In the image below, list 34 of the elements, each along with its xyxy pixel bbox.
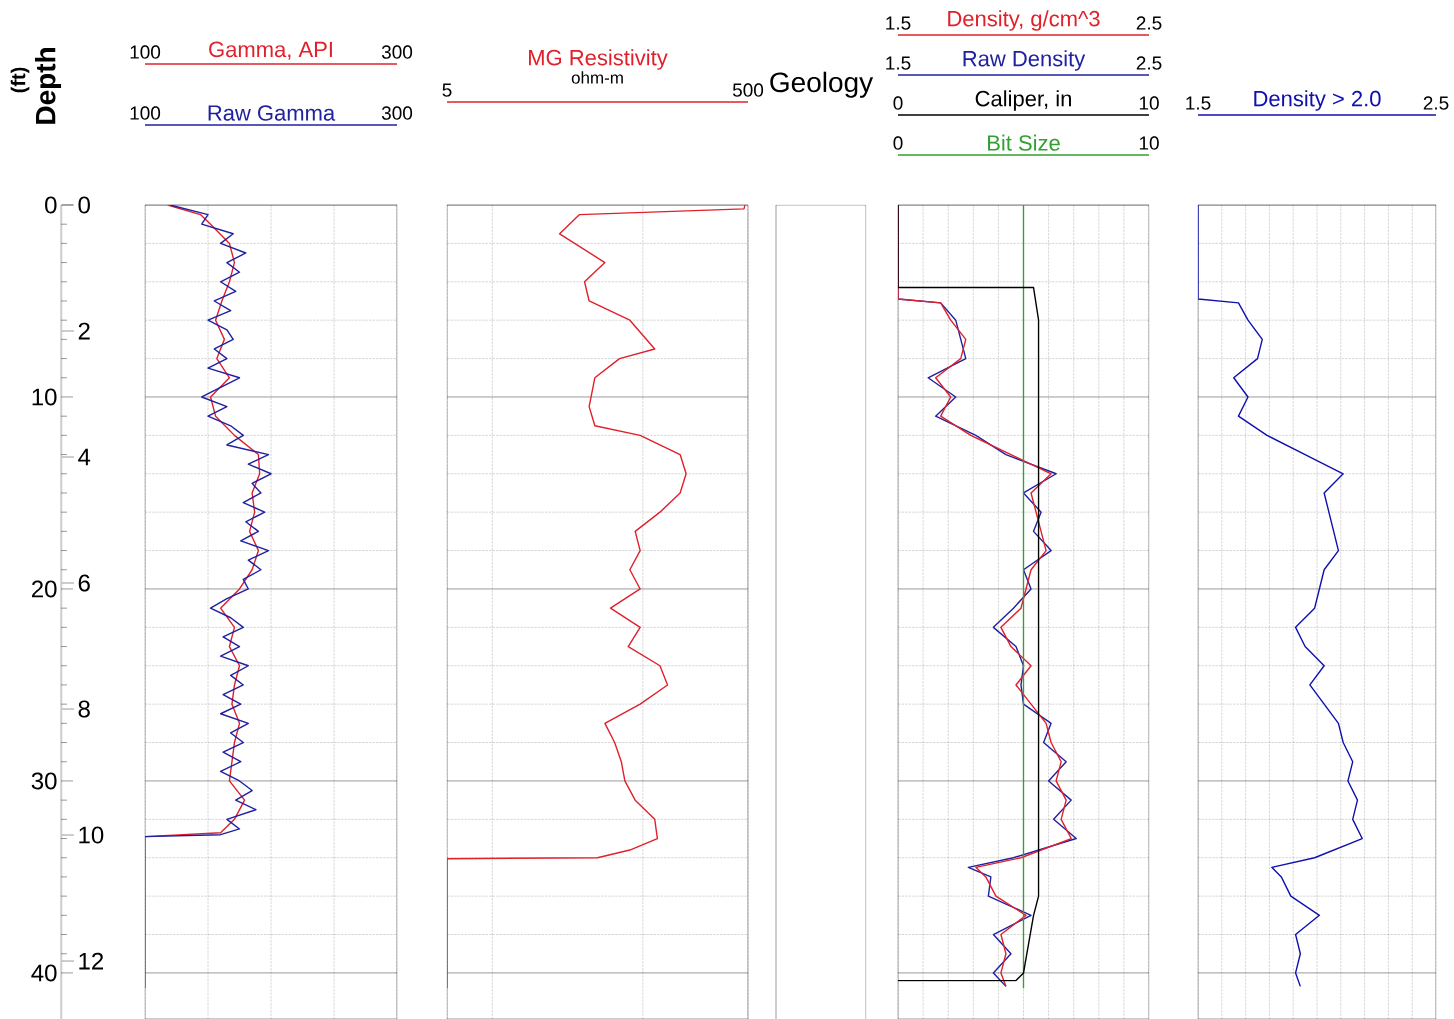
y-tick-label: 10 — [32, 388, 57, 406]
y2-tick-label: 10 — [79, 826, 104, 844]
text: Bit Size — [988, 134, 1060, 151]
text: (ft) — [10, 67, 30, 93]
text: Gamma, API — [209, 41, 332, 60]
text: Raw Density — [963, 50, 1086, 71]
y2-tick-label: 8 — [78, 700, 90, 718]
y2-tick-label: 6 — [78, 574, 90, 592]
text: Caliper, in — [975, 90, 1071, 111]
x2-tick-label: 10 — [1139, 96, 1159, 110]
x2-tick-label: 300 — [381, 45, 413, 59]
text: 1.5 — [886, 16, 911, 30]
x-tick-label: 500 — [732, 83, 764, 97]
text: Raw Gamma — [208, 105, 336, 121]
text: Geology — [770, 71, 874, 98]
y-axis-title: Depth — [34, 48, 62, 124]
x2-tick-label: 0 — [893, 96, 903, 110]
text: 10 — [1139, 136, 1159, 150]
x-tick-label: 5 — [442, 83, 452, 97]
text: 2.5 — [1136, 16, 1162, 30]
y-tick-label: 20 — [31, 580, 57, 598]
x2-tick-label: 100 — [130, 45, 161, 59]
y2-tick-label: 4 — [78, 448, 91, 466]
y2-tick-label: 12 — [79, 952, 104, 970]
text: MG Resistivity — [529, 49, 668, 70]
text: Density > 2.0 — [1254, 90, 1381, 111]
x-axis-title: ohm-m — [571, 71, 623, 84]
text: 0 — [893, 136, 903, 150]
y-tick-label: 30 — [31, 772, 57, 790]
y2-tick-label: 0 — [78, 196, 90, 214]
y-tick-label: 40 — [31, 964, 57, 982]
text: Density, g/cm^3 — [948, 10, 1100, 31]
y-tick-label: 0 — [45, 196, 57, 214]
y2-tick-label: 2 — [78, 322, 90, 340]
